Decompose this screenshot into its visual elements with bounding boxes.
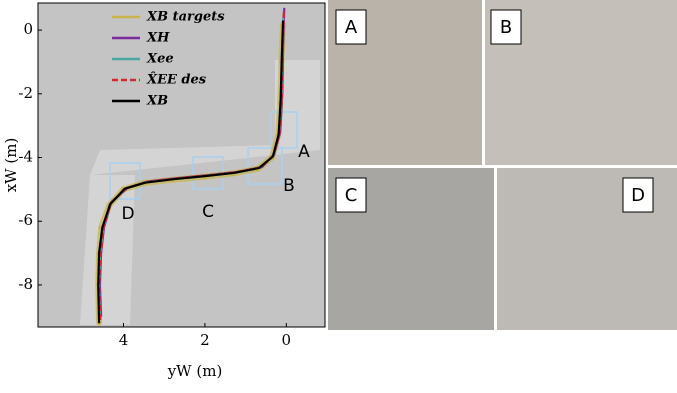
panel-label: A: [345, 17, 358, 38]
legend-label: X̂EE des: [146, 71, 207, 87]
annotation: A: [298, 142, 310, 162]
legend-label: Xee: [146, 52, 174, 67]
panel-label-box: [622, 177, 654, 213]
legend-label: XB targets: [146, 10, 225, 25]
y-tick-label: 0: [23, 20, 33, 38]
x-tick-label: 0: [282, 331, 292, 349]
y-tick-label: -4: [18, 148, 33, 166]
panel-label: D: [631, 185, 645, 206]
x-axis-label: yW (m): [167, 362, 223, 380]
panel-label: B: [500, 17, 512, 38]
panel-label-box: [490, 9, 522, 45]
y-tick-label: -8: [18, 275, 33, 293]
y-axis-label: xW (m): [2, 138, 20, 193]
y-tick-label: -6: [18, 211, 33, 229]
legend-label: XH: [146, 31, 170, 46]
map-free-space: [80, 60, 320, 325]
panel-label: C: [345, 185, 358, 206]
annotation: B: [283, 176, 295, 196]
x-tick-label: 2: [200, 331, 210, 349]
x-tick-label: 4: [119, 331, 129, 349]
legend-label: XB: [146, 94, 168, 109]
annotation: D: [121, 204, 134, 224]
plot-frame: [37, 2, 326, 328]
annotation: C: [202, 202, 214, 222]
y-tick-label: -2: [18, 84, 33, 102]
panel-label-box: [335, 9, 367, 45]
trajectory: [97, 20, 285, 324]
panel-label-box: [335, 177, 367, 213]
